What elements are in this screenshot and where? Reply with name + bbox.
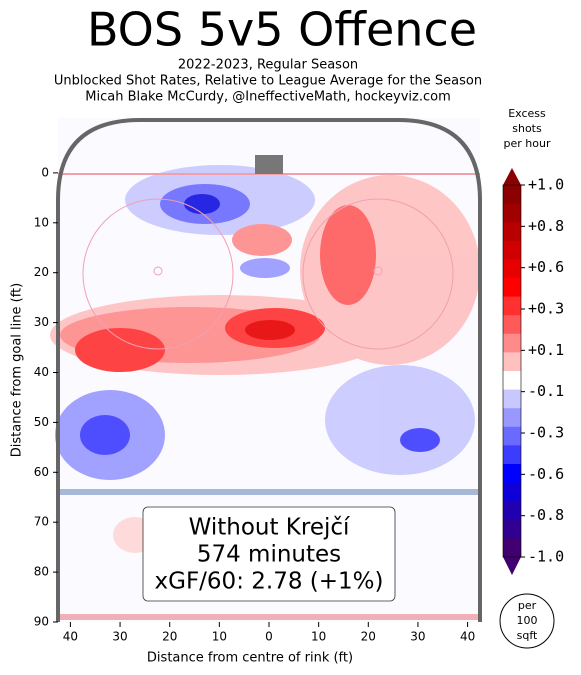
y-tick-label: 40 <box>34 365 49 379</box>
colorbar-tick-label: -0.8 <box>528 506 564 524</box>
faceoff-circle <box>82 198 234 350</box>
y-tick-label: 30 <box>34 315 49 329</box>
x-tick-label: 30 <box>112 630 127 644</box>
colorbar-tick-label: +1.0 <box>528 176 564 194</box>
y-tick-label: 0 <box>41 165 49 179</box>
boards <box>56 118 482 622</box>
contour <box>400 428 440 452</box>
y-tick-label: 50 <box>34 415 49 429</box>
scale-note-circle <box>499 593 555 649</box>
colorbar-title: shots <box>512 122 542 135</box>
colorbar-band <box>503 389 521 409</box>
contour <box>232 224 292 256</box>
contour <box>325 365 475 475</box>
colorbar-tick-label: -0.3 <box>528 424 564 442</box>
net <box>255 155 283 174</box>
colorbar-band <box>503 333 521 353</box>
colorbar-band <box>503 315 521 335</box>
annotation: 574 minutes <box>197 542 341 568</box>
x-tick-label: 10 <box>311 630 326 644</box>
colorbar-band <box>503 352 521 372</box>
contour <box>245 320 295 340</box>
colorbar-band <box>503 501 521 521</box>
contour <box>320 205 376 305</box>
y-tick-label: 80 <box>34 565 49 579</box>
contour <box>184 194 220 214</box>
y-tick-label: 70 <box>34 515 49 529</box>
colorbar-band <box>503 426 521 446</box>
y-tick-label: 10 <box>34 215 49 229</box>
colorbar-tick-label: -1.0 <box>528 548 564 566</box>
colorbar-tick-label: +0.8 <box>528 217 564 235</box>
subtitle: Micah Blake McCurdy, @IneffectiveMath, h… <box>85 90 451 105</box>
plot-area <box>50 118 482 622</box>
faceoff-dot <box>153 266 163 276</box>
y-axis-label: Distance from goal line (ft) <box>10 283 25 457</box>
colorbar-title: Excess <box>508 107 546 120</box>
contour <box>240 258 290 278</box>
colorbar-band <box>503 278 521 298</box>
chart-title: BOS 5v5 Offence <box>87 3 477 57</box>
colorbar-arrow <box>503 557 521 575</box>
scale-note: 100 <box>517 614 538 627</box>
scale-note: sqft <box>517 629 538 642</box>
x-tick-label: 20 <box>361 630 376 644</box>
colorbar-band <box>503 185 521 205</box>
x-tick-label: 40 <box>63 630 78 644</box>
y-tick-label: 90 <box>34 615 49 629</box>
y-tick-label: 20 <box>34 265 49 279</box>
faceoff-dot <box>373 266 383 276</box>
annotation: Without Krejčí <box>189 515 350 541</box>
colorbar-band <box>503 371 521 391</box>
colorbar-frame <box>502 184 522 558</box>
colorbar-band <box>503 464 521 484</box>
x-tick-label: 30 <box>410 630 425 644</box>
scale-note: per <box>518 599 537 612</box>
contour <box>80 415 130 455</box>
colorbar-band <box>503 408 521 428</box>
colorbar-band <box>503 259 521 279</box>
colorbar-tick-label: +0.1 <box>528 341 564 359</box>
faceoff-circle <box>302 198 454 350</box>
colorbar-band <box>503 296 521 316</box>
annotation: xGF/60: 2.78 (+1%) <box>155 569 384 595</box>
colorbar-band <box>503 482 521 502</box>
subtitle: 2022-2023, Regular Season <box>178 58 358 73</box>
y-tick-label: 60 <box>34 465 49 479</box>
colorbar-band <box>503 519 521 539</box>
x-tick-label: 10 <box>212 630 227 644</box>
contour <box>75 328 165 372</box>
x-tick-label: 40 <box>460 630 475 644</box>
colorbar-tick-label: +0.6 <box>528 258 564 276</box>
x-tick-label: 20 <box>162 630 177 644</box>
colorbar-arrow <box>503 168 521 185</box>
colorbar-tick-label: -0.6 <box>528 465 564 483</box>
colorbar-band <box>503 445 521 465</box>
colorbar-title: per hour <box>504 137 551 150</box>
colorbar-band <box>503 203 521 223</box>
x-axis-label: Distance from centre of rink (ft) <box>147 651 353 666</box>
contours <box>50 165 480 553</box>
annotation-box <box>142 506 396 602</box>
colorbar-tick-label: +0.3 <box>528 300 564 318</box>
colorbar-band <box>503 240 521 260</box>
colorbar-band <box>503 222 521 242</box>
subtitle: Unblocked Shot Rates, Relative to League… <box>54 74 482 89</box>
colorbar-band <box>503 538 521 558</box>
colorbar-tick-label: -0.1 <box>528 382 564 400</box>
x-tick-label: 0 <box>265 630 273 644</box>
